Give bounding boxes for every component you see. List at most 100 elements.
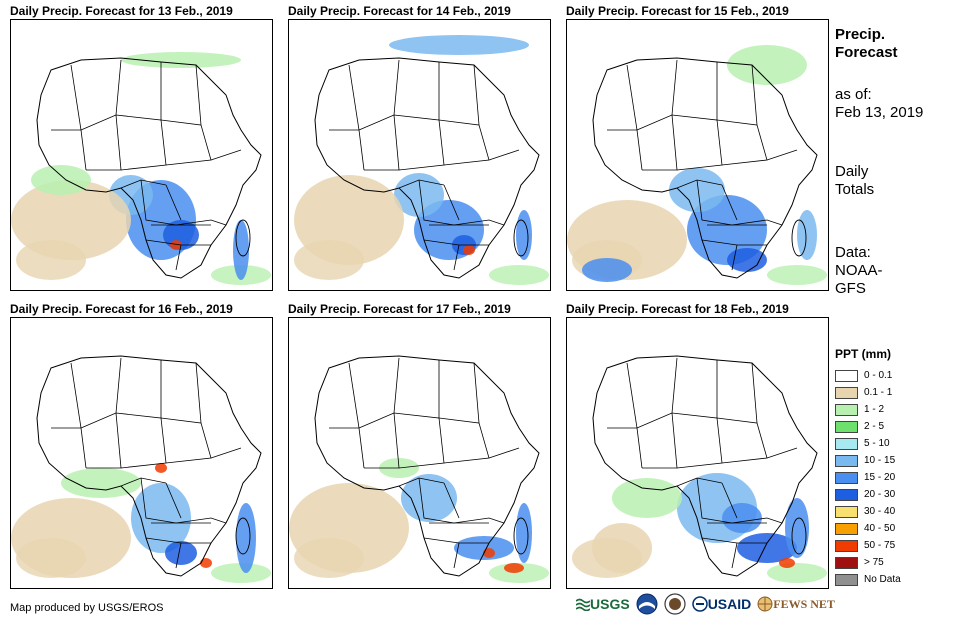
legend-label: 15 - 20 (864, 472, 896, 483)
madagascar-outline (513, 219, 529, 257)
precip-area (31, 165, 91, 195)
country-border (358, 427, 365, 469)
precip-area (785, 498, 809, 558)
precip-area (463, 245, 475, 255)
country-border (140, 179, 177, 226)
legend-label: 0 - 0.1 (864, 370, 893, 381)
panel-title: Daily Precip. Forecast for 15 Feb., 2019 (566, 4, 789, 18)
precip-area (797, 210, 817, 260)
legend-label: 0.1 - 1 (864, 387, 893, 398)
forecast-panel-16feb: Daily Precip. Forecast for 16 Feb., 2019 (10, 302, 275, 589)
precip-area (737, 533, 797, 563)
usaid-logo-text: USAID (707, 596, 752, 612)
agency-logos: USGS USAID FEWS NET (576, 593, 835, 615)
africa-coastline (36, 355, 262, 577)
country-border (165, 184, 182, 221)
precip-area (722, 503, 762, 533)
precip-area (236, 503, 256, 573)
doi-logo (664, 593, 686, 615)
precip-map (566, 317, 829, 589)
country-border (766, 447, 798, 459)
as-of-block: as of: Feb 13, 2019 (835, 86, 923, 122)
legend-swatch (835, 505, 858, 518)
country-border (140, 477, 177, 524)
country-border (731, 244, 738, 271)
legend-swatch (835, 420, 858, 433)
ocean-rain-area (489, 265, 549, 285)
legend-label: 1 - 2 (864, 404, 885, 415)
forecast-panel-14feb: Daily Precip. Forecast for 14 Feb., 2019 (288, 4, 553, 291)
legend-label: 2 - 5 (864, 421, 885, 432)
precip-map (10, 317, 273, 589)
country-border (721, 482, 738, 519)
country-border (636, 129, 643, 171)
ocean-rain-area (767, 265, 827, 285)
precip-area (687, 195, 767, 265)
legend-label: No Data (864, 574, 901, 585)
precip-area (727, 248, 767, 272)
country-border (453, 517, 505, 524)
legend-label: 10 - 15 (864, 455, 896, 466)
precip-area (454, 536, 514, 560)
as-of-date: Feb 13, 2019 (835, 104, 924, 121)
precip-area (165, 541, 197, 565)
precip-area (389, 35, 529, 55)
madagascar-outline (235, 517, 251, 555)
country-border (453, 244, 460, 271)
madagascar-outline (791, 219, 807, 257)
legend-item: 30 - 40 (835, 503, 930, 520)
legend-item: 0 - 0.1 (835, 367, 930, 384)
precip-area (121, 52, 241, 68)
country-border (731, 542, 738, 569)
country-border (453, 542, 460, 569)
africa-coastline (592, 355, 818, 577)
precip-area (483, 548, 495, 558)
africa-coastline (36, 57, 262, 279)
precip-area (233, 220, 249, 280)
precip-area (155, 463, 167, 473)
precip-area (592, 523, 652, 573)
precip-area (779, 558, 795, 568)
data-line-3: GFS (835, 280, 866, 297)
panel-title: Daily Precip. Forecast for 14 Feb., 2019 (288, 4, 511, 18)
legend-swatch (835, 437, 858, 450)
legend-label: > 75 (864, 557, 884, 568)
legend-swatch (835, 403, 858, 416)
madagascar-outline (513, 517, 529, 555)
precip-area (61, 468, 141, 498)
precip-area (669, 168, 725, 212)
legend-title: PPT (mm) (835, 347, 892, 361)
country-border (488, 149, 520, 161)
as-of-label: as of: (835, 86, 872, 103)
ppt-legend: PPT (mm) 0 - 0.1 0.1 - 1 1 - 2 2 - 5 5 - 10 1… (835, 347, 930, 588)
panel-title: Daily Precip. Forecast for 16 Feb., 2019 (10, 302, 233, 316)
precip-map (10, 19, 273, 291)
legend-label: 50 - 75 (864, 540, 896, 551)
usaid-seal-icon (691, 596, 708, 612)
legend-item: > 75 (835, 554, 930, 571)
forecast-panel-18feb: Daily Precip. Forecast for 18 Feb., 2019 (566, 302, 831, 589)
legend-swatch (835, 522, 858, 535)
country-border (731, 517, 783, 524)
precip-area (394, 173, 444, 217)
fewsnet-globe-icon (757, 596, 773, 612)
madagascar-outline (235, 219, 251, 257)
africa-coastline (314, 355, 540, 577)
country-border (721, 184, 738, 221)
country-border (80, 129, 87, 171)
precip-area (200, 558, 212, 568)
africa-coastline (314, 57, 540, 279)
precip-area (516, 210, 532, 260)
data-line-2: NOAA- (835, 262, 883, 279)
precip-area (612, 478, 682, 518)
country-border (418, 477, 455, 524)
ocean-rain-area (767, 563, 827, 583)
forecast-panel-17feb: Daily Precip. Forecast for 17 Feb., 2019 (288, 302, 553, 589)
country-border (175, 219, 227, 226)
data-source-block: Data: NOAA- GFS (835, 244, 883, 298)
precip-area (131, 483, 191, 553)
panel-title: Daily Precip. Forecast for 17 Feb., 2019 (288, 302, 511, 316)
africa-coastline (592, 57, 818, 279)
country-border (443, 482, 460, 519)
legend-item: 20 - 30 (835, 486, 930, 503)
